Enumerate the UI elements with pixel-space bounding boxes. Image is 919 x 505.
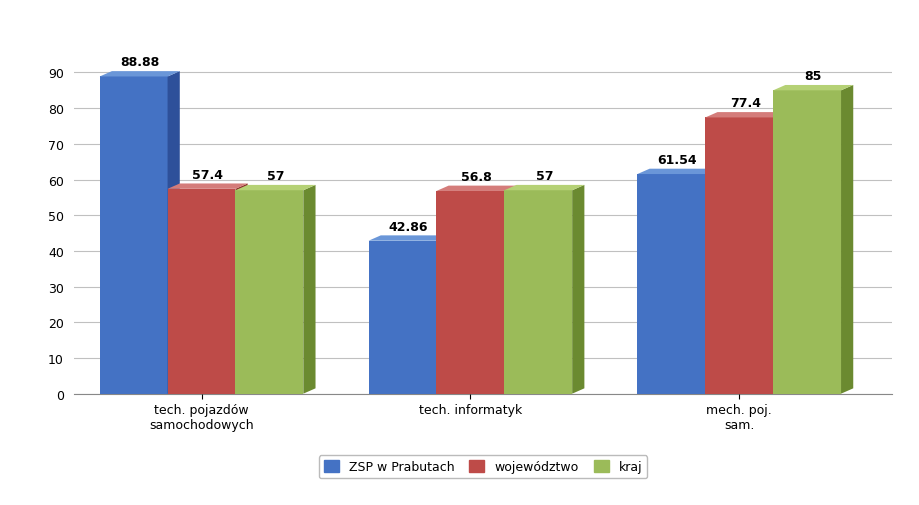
Text: 77.4: 77.4 <box>729 97 760 110</box>
Polygon shape <box>235 184 247 394</box>
Polygon shape <box>504 185 584 191</box>
Bar <box>637 175 705 394</box>
Polygon shape <box>303 185 315 394</box>
Polygon shape <box>167 184 247 189</box>
Bar <box>436 191 504 394</box>
Bar <box>772 91 840 394</box>
Polygon shape <box>99 72 179 77</box>
Polygon shape <box>772 113 785 394</box>
Polygon shape <box>235 185 315 191</box>
Text: 88.88: 88.88 <box>120 56 159 69</box>
Text: 57: 57 <box>267 170 284 183</box>
Polygon shape <box>705 169 717 394</box>
Polygon shape <box>436 186 516 191</box>
Text: 56.8: 56.8 <box>460 170 492 183</box>
Polygon shape <box>772 86 852 91</box>
Bar <box>369 241 436 394</box>
Bar <box>235 191 303 394</box>
Polygon shape <box>436 236 448 394</box>
Polygon shape <box>705 113 785 118</box>
Legend: ZSP w Prabutach, województwo, kraj: ZSP w Prabutach, województwo, kraj <box>318 456 647 478</box>
Text: 85: 85 <box>803 70 821 83</box>
Polygon shape <box>840 86 852 394</box>
Bar <box>705 118 772 394</box>
Text: 57.4: 57.4 <box>192 168 223 181</box>
Text: 42.86: 42.86 <box>389 220 428 233</box>
Polygon shape <box>637 169 717 175</box>
Polygon shape <box>572 185 584 394</box>
Polygon shape <box>369 236 448 241</box>
Bar <box>167 189 235 394</box>
Polygon shape <box>504 186 516 394</box>
Text: 57: 57 <box>535 170 552 183</box>
Bar <box>504 191 572 394</box>
Bar <box>99 77 167 394</box>
Text: 61.54: 61.54 <box>657 154 697 167</box>
Polygon shape <box>167 72 179 394</box>
